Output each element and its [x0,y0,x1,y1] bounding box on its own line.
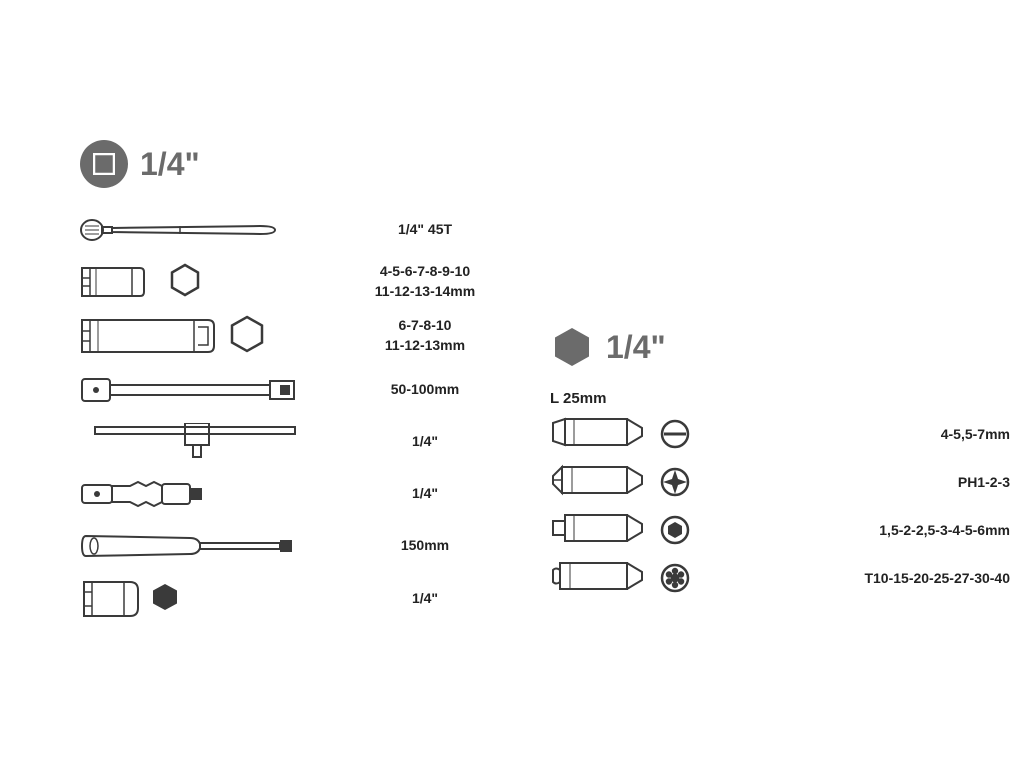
hex-tip-icon [650,514,700,546]
bit-adapter-icon [80,578,310,620]
bit-row-hex: 1,5-2-2,5-3-4-5-6mm [550,511,1020,549]
tool-label: 50-100mm [310,380,510,400]
right-header-size: 1/4" [606,329,666,366]
tool-label: 4-5-6-7-8-9-1011-12-13-14mm [310,262,510,301]
tool-row-socket-short: 4-5-6-7-8-9-1011-12-13-14mm [80,262,510,302]
bit-torx-icon [550,560,650,597]
bit-label: T10-15-20-25-27-30-40 [700,570,1020,586]
tool-row-ratchet: 1/4" 45T [80,210,510,250]
hex-solid-icon [150,582,180,617]
tool-row-extension: 50-100mm [80,370,510,410]
hex-drive-icon [550,325,594,369]
tool-row-universal-joint: 1/4" [80,474,510,514]
bit-phillips-icon [550,464,650,501]
slot-tip-icon [650,418,700,450]
tool-row-socket-long: 6-7-8-1011-12-13mm [80,314,510,358]
left-column: 1/4" 45T 4-5-6-7-8 [80,210,510,632]
ratchet-icon [80,218,310,242]
bit-label: 1,5-2-2,5-3-4-5-6mm [700,522,1020,538]
screwdriver-icon [80,528,310,564]
t-handle-icon [80,423,310,461]
tool-row-screwdriver: 150mm [80,526,510,566]
bit-row-slot: 4-5,5-7mm [550,415,1020,453]
tool-row-t-handle: 1/4" [80,422,510,462]
tool-label: 1/4" [310,484,510,504]
left-header: 1/4" [80,140,984,188]
bit-label: 4-5,5-7mm [700,426,1020,442]
torx-tip-icon [650,562,700,594]
left-header-size: 1/4" [140,146,200,183]
socket-short-icon [80,262,310,302]
tool-row-bit-adapter: 1/4" [80,578,510,620]
right-header: 1/4" [550,325,666,369]
tool-label: 6-7-8-1011-12-13mm [310,316,510,355]
hex-outline-icon [168,263,202,302]
bit-row-phillips: PH1-2-3 [550,463,1020,501]
bit-row-torx: T10-15-20-25-27-30-40 [550,559,1020,597]
right-column: L 25mm 4-5,5-7mm [550,390,1020,607]
tool-label: 150mm [310,536,510,556]
socket-long-icon [80,314,310,358]
tool-label: 1/4" [310,432,510,452]
tool-label: 1/4" 45T [310,220,510,240]
square-drive-icon [80,140,128,188]
hex-outline-icon [228,315,266,358]
universal-joint-icon [80,476,310,512]
bit-label: PH1-2-3 [700,474,1020,490]
extension-bar-icon [80,373,310,407]
bit-length-label: L 25mm [550,390,1020,407]
tool-label: 1/4" [310,589,510,609]
bit-slot-icon [550,416,650,453]
phillips-tip-icon [650,466,700,498]
bit-hex-icon [550,512,650,549]
